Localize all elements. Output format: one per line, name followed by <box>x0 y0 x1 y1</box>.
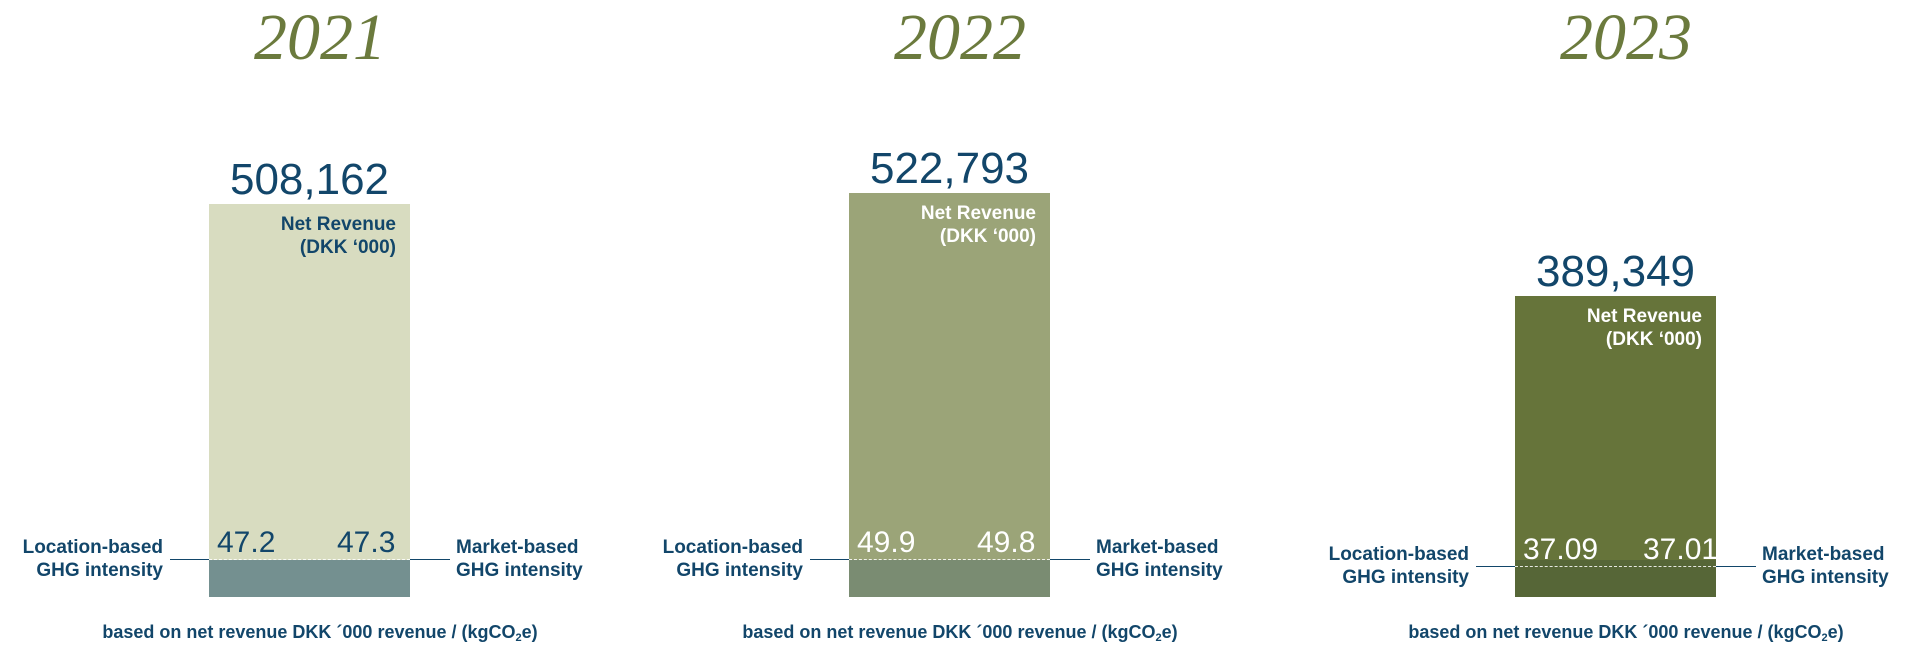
left-connector-line <box>1476 566 1515 567</box>
market-based-label: Market-based GHG intensity <box>1096 536 1223 582</box>
location-based-label: Location-based GHG intensity <box>1329 543 1469 589</box>
net-revenue-total: 389,349 <box>1535 247 1696 297</box>
location-based-label-line: Location-based <box>662 537 803 558</box>
footnote-text-end: e) <box>521 622 538 642</box>
market-based-label-line: GHG intensity <box>456 560 583 581</box>
market-based-value: 49.8 <box>977 526 1036 559</box>
intensity-divider <box>849 559 1050 560</box>
footnote: based on net revenue DKK ´000 revenue / … <box>640 622 1280 644</box>
footnote-text-end: e) <box>1161 622 1178 642</box>
location-based-label-line: GHG intensity <box>676 560 803 581</box>
net-revenue-bar: Net Revenue (DKK ‘000) <box>209 204 410 597</box>
chart-panel-2021: 2021 508,162 Net Revenue (DKK ‘000) 47.2 47.3… <box>0 0 640 647</box>
location-based-value: 49.9 <box>857 526 916 559</box>
chart-panel-2023: 2023 389,349 Net Revenue (DKK ‘000) 37.09 37.… <box>1306 0 1910 647</box>
net-revenue-total: 522,793 <box>869 143 1030 193</box>
market-based-label: Market-based GHG intensity <box>456 536 583 582</box>
bar-label-line: (DKK ‘000) <box>1605 329 1702 351</box>
footnote-text-end: e) <box>1827 622 1844 642</box>
market-based-label-line: Market-based <box>1096 537 1219 558</box>
footnote-subscript: 2 <box>1155 632 1162 644</box>
footnote-subscript: 2 <box>515 632 522 644</box>
chart-panel-2022: 2022 522,793 Net Revenue (DKK ‘000) 49.9 49.8… <box>640 0 1280 647</box>
location-based-value: 37.09 <box>1523 533 1599 566</box>
bar-label: Net Revenue (DKK ‘000) <box>1587 305 1702 351</box>
left-connector-line <box>810 559 849 560</box>
market-based-value: 47.3 <box>337 526 396 559</box>
location-based-label: Location-based GHG intensity <box>663 536 803 582</box>
net-revenue-bar: Net Revenue (DKK ‘000) <box>849 192 1050 597</box>
location-based-label-line: Location-based <box>1328 544 1469 565</box>
bar-label: Net Revenue (DKK ‘000) <box>921 202 1036 248</box>
right-connector-line <box>1050 559 1090 560</box>
footnote-subscript: 2 <box>1821 632 1828 644</box>
location-based-label: Location-based GHG intensity <box>23 536 163 582</box>
bar-label: Net Revenue (DKK ‘000) <box>281 213 396 259</box>
footnote: based on net revenue DKK ´000 revenue / … <box>0 622 640 644</box>
market-based-label: Market-based GHG intensity <box>1762 543 1889 589</box>
location-based-label-line: GHG intensity <box>36 560 163 581</box>
location-based-label-line: GHG intensity <box>1342 567 1469 588</box>
footnote-text: based on net revenue DKK ´000 revenue / … <box>1408 622 1822 642</box>
footnote: based on net revenue DKK ´000 revenue / … <box>1306 622 1910 644</box>
net-revenue-total: 508,162 <box>229 155 390 205</box>
market-based-label-line: GHG intensity <box>1762 567 1889 588</box>
market-based-value: 37.01 <box>1643 533 1719 566</box>
intensity-divider <box>1515 566 1716 567</box>
year-title: 2022 <box>894 1 1026 74</box>
market-based-label-line: Market-based <box>1762 544 1885 565</box>
bar-label-line: Net Revenue <box>280 214 396 236</box>
ghg-intensity-segment <box>849 560 1050 597</box>
right-connector-line <box>410 559 450 560</box>
left-connector-line <box>170 559 209 560</box>
intensity-divider <box>209 559 410 560</box>
bar-label-line: (DKK ‘000) <box>299 237 396 259</box>
net-revenue-bar: Net Revenue (DKK ‘000) <box>1515 296 1716 597</box>
year-title: 2021 <box>254 1 386 74</box>
right-connector-line <box>1716 566 1756 567</box>
bar-label-line: (DKK ‘000) <box>939 225 1036 247</box>
footnote-text: based on net revenue DKK ´000 revenue / … <box>102 622 516 642</box>
location-based-value: 47.2 <box>217 526 276 559</box>
market-based-label-line: Market-based <box>456 537 579 558</box>
location-based-label-line: Location-based <box>22 537 163 558</box>
ghg-intensity-segment <box>209 560 410 597</box>
year-title: 2023 <box>1560 1 1692 74</box>
bar-label-line: Net Revenue <box>920 202 1036 224</box>
footnote-text: based on net revenue DKK ´000 revenue / … <box>742 622 1156 642</box>
market-based-label-line: GHG intensity <box>1096 560 1223 581</box>
bar-label-line: Net Revenue <box>1586 306 1702 328</box>
